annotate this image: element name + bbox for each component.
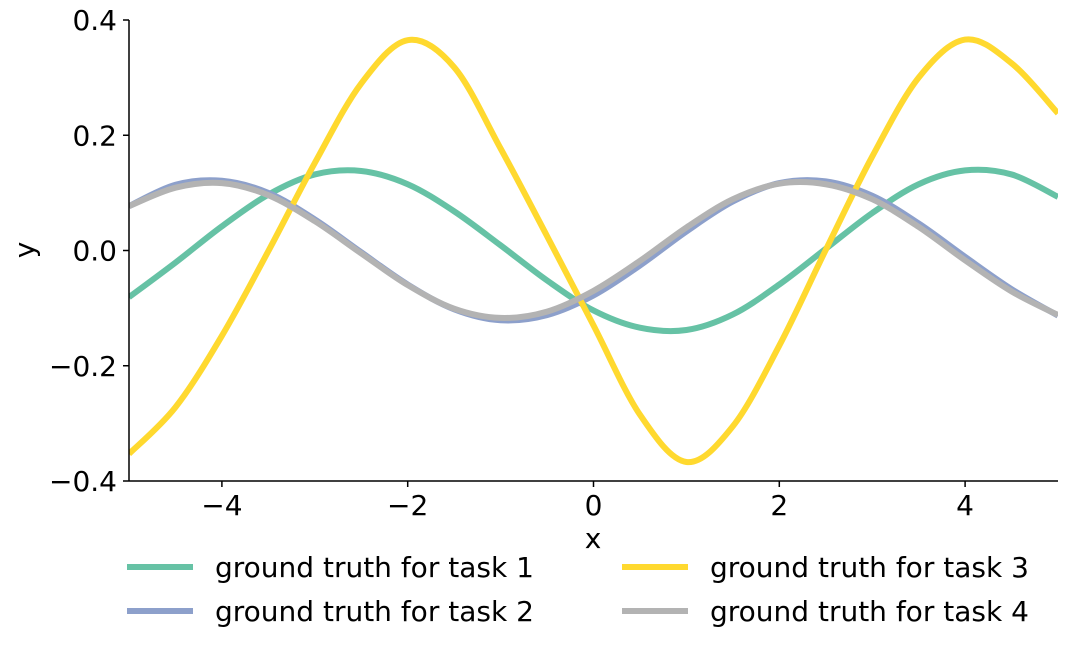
y-tick-label: 0.0	[72, 235, 117, 268]
series-line-task-1	[129, 166, 1058, 335]
y-axis-label: y	[8, 242, 41, 259]
ticks: −4 −2 0 2 4 −0.4 −0.2 0.0 0.2 0.4	[49, 4, 974, 522]
x-tick-label: 2	[770, 489, 788, 522]
legend-item-task-3: ground truth for task 3	[622, 551, 1029, 584]
legend-label: ground truth for task 2	[215, 595, 534, 628]
series-line-task-3	[129, 36, 1058, 465]
plot-lines	[129, 36, 1058, 465]
x-axis-label: x	[585, 522, 602, 555]
x-tick-label: −4	[201, 489, 242, 522]
x-tick-label: 4	[956, 489, 974, 522]
x-tick-label: 0	[585, 489, 603, 522]
y-tick-label: −0.2	[49, 350, 117, 383]
x-tick-label: −2	[387, 489, 428, 522]
legend-label: ground truth for task 3	[710, 551, 1029, 584]
legend-item-task-1: ground truth for task 1	[127, 551, 534, 584]
y-tick-label: −0.4	[49, 465, 117, 498]
legend: ground truth for task 1 ground truth for …	[127, 551, 1029, 628]
y-tick-label: 0.4	[72, 4, 117, 37]
legend-label: ground truth for task 1	[215, 551, 534, 584]
legend-label: ground truth for task 4	[710, 595, 1029, 628]
legend-item-task-2: ground truth for task 2	[127, 595, 534, 628]
legend-item-task-4: ground truth for task 4	[622, 595, 1029, 628]
y-tick-label: 0.2	[72, 119, 117, 152]
series-line-task-4	[129, 179, 1058, 321]
